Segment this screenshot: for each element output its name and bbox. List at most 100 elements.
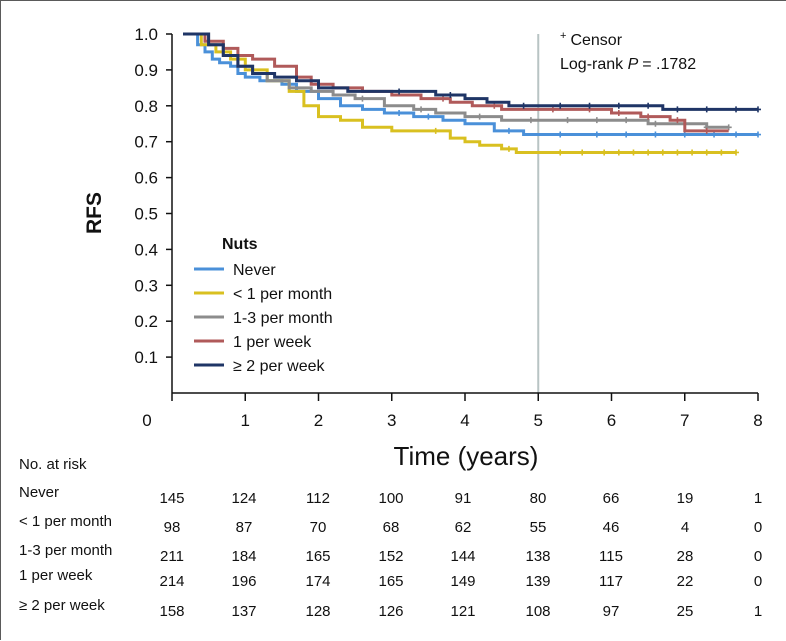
x-tick-label: 7	[680, 411, 689, 430]
risk-value: 126	[378, 603, 403, 620]
risk-value: 117	[599, 573, 623, 590]
censor-mark	[711, 131, 718, 138]
risk-value: 68	[383, 519, 400, 536]
risk-row: ≥ 2 per week 158 137 128 126 121 108 97 25 1	[19, 597, 762, 620]
x-axis-label: Time (years)	[394, 441, 539, 471]
risk-value: 66	[603, 490, 620, 507]
logrank-p-symbol: P	[628, 56, 639, 73]
risk-value: 108	[525, 603, 550, 620]
risk-value: 70	[310, 519, 327, 536]
censor-symbol: +	[560, 30, 566, 42]
risk-value: 55	[530, 519, 547, 536]
risk-value: 138	[525, 548, 550, 565]
censor-mark	[689, 149, 696, 156]
risk-value: 214	[159, 573, 184, 590]
risk-value: 0	[754, 548, 762, 565]
censor-mark	[579, 149, 586, 156]
legend-label: Never	[233, 262, 276, 279]
risk-value: 100	[378, 490, 403, 507]
risk-value: 28	[677, 548, 694, 565]
censor-mark	[733, 106, 740, 113]
censor-mark	[755, 106, 761, 113]
censor-mark	[440, 95, 447, 102]
censor-mark	[476, 113, 483, 120]
risk-table-title: No. at risk	[19, 456, 87, 473]
risk-row: 1 per week 214 196 174 165 149 139 117 22 0	[19, 567, 762, 590]
y-tick-label: 0.5	[134, 205, 158, 224]
censor-mark	[418, 106, 425, 113]
censor-mark	[527, 117, 534, 124]
x-tick-label: 0	[142, 411, 151, 430]
risk-value: 0	[754, 519, 762, 536]
risk-value: 174	[305, 573, 330, 590]
censor-mark	[718, 149, 725, 156]
censor-mark	[674, 106, 681, 113]
censor-annotation: + Censor	[560, 30, 623, 49]
censor-mark	[703, 149, 710, 156]
logrank-annotation: Log-rank P = .1782	[560, 56, 696, 73]
legend-label: 1-3 per month	[233, 310, 333, 327]
risk-value: 211	[160, 548, 184, 565]
censor-mark	[703, 106, 710, 113]
legend-title: Nuts	[222, 236, 258, 253]
censor-mark	[725, 124, 732, 131]
censor-mark	[557, 131, 564, 138]
x-tick-label: 8	[753, 411, 762, 430]
x-tick-label: 2	[314, 411, 323, 430]
censor-mark	[630, 149, 637, 156]
censor-mark	[615, 149, 622, 156]
x-tick-label: 6	[607, 411, 616, 430]
risk-value: 139	[525, 573, 550, 590]
x-tick-label: 1	[241, 411, 250, 430]
y-axis-label: RFS	[83, 192, 106, 234]
risk-value: 97	[603, 603, 620, 620]
censor-mark	[549, 106, 556, 113]
series-line	[183, 32, 758, 111]
series-line	[183, 32, 729, 133]
risk-value: 128	[305, 603, 330, 620]
censor-mark	[703, 127, 710, 134]
risk-value: 124	[231, 490, 256, 507]
risk-value: 165	[305, 548, 330, 565]
risk-value: 4	[681, 519, 689, 536]
censor-mark	[645, 113, 652, 120]
censor-label: Censor	[570, 32, 622, 49]
censor-mark	[557, 102, 564, 109]
risk-row: < 1 per month 98 87 70 68 62 55 46 4 0	[19, 513, 762, 536]
y-tick-label: 0.3	[134, 276, 158, 295]
risk-row-label: 1 per week	[19, 567, 93, 584]
censor-mark	[645, 102, 652, 109]
censor-mark	[652, 120, 659, 127]
y-tick-label: 0.8	[134, 97, 158, 116]
censor-mark	[586, 102, 593, 109]
plot-layer	[183, 32, 761, 393]
risk-value: 22	[677, 573, 694, 590]
censor-mark	[652, 131, 659, 138]
x-tick-label: 3	[387, 411, 396, 430]
censor-mark	[491, 102, 498, 109]
censor-mark	[396, 88, 403, 95]
risk-value: 46	[603, 519, 620, 536]
risk-value: 149	[450, 573, 475, 590]
series-line	[183, 32, 758, 136]
censor-mark	[733, 131, 740, 138]
axis-layer: 1.0 0.9 0.8 0.7 0.6 0.5 0.4 0.3 0.2 0.1 0 1 2 3 4 5 6 7 8 R…	[83, 25, 763, 471]
censor-mark	[674, 149, 681, 156]
y-tick-label: 0.7	[134, 133, 158, 152]
censor-mark	[557, 149, 564, 156]
censor-mark	[623, 131, 630, 138]
risk-value: 0	[754, 573, 762, 590]
risk-value: 121	[450, 603, 475, 620]
risk-value: 145	[159, 490, 184, 507]
risk-row-label: ≥ 2 per week	[19, 597, 105, 614]
risk-value: 19	[677, 490, 694, 507]
risk-value: 1	[754, 490, 762, 507]
censor-mark	[593, 117, 600, 124]
y-tick-label: 0.6	[134, 169, 158, 188]
censor-mark	[601, 149, 608, 156]
censor-mark	[659, 149, 666, 156]
risk-value: 112	[306, 490, 330, 507]
risk-row-label: < 1 per month	[19, 513, 112, 530]
risk-value: 98	[164, 519, 181, 536]
